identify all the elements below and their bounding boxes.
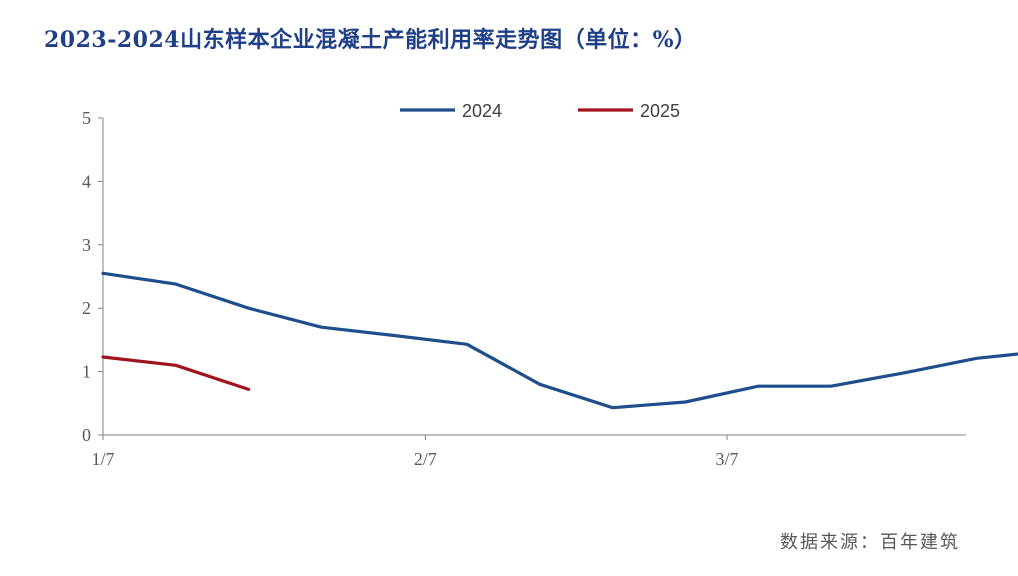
- y-tick-label: 4: [82, 171, 91, 191]
- chart-title: 2023-2024山东样本企业混凝土产能利用率走势图（单位：%）: [44, 27, 697, 53]
- y-tick-label: 0: [82, 425, 91, 445]
- x-tick-label: 1/7: [91, 449, 114, 469]
- y-tick-label: 1: [82, 362, 91, 382]
- y-tick-label: 5: [82, 108, 91, 128]
- y-tick-label: 2: [82, 298, 91, 318]
- x-tick-label: 2/7: [414, 449, 437, 469]
- y-tick-label: 3: [82, 235, 91, 255]
- series-line-2024: [101, 271, 1018, 410]
- data-source: 数据来源：百年建筑: [780, 532, 960, 553]
- axes: [98, 117, 966, 440]
- legend-label-2025: 2025: [640, 101, 680, 121]
- series-line-2025: [101, 355, 251, 391]
- legend: 2024 2025: [400, 101, 680, 121]
- legend-label-2024: 2024: [462, 101, 502, 121]
- x-tick-label: 3/7: [715, 449, 738, 469]
- series-lines: [101, 271, 1018, 410]
- tick-labels: 0123451/72/73/74/75/76/77/78/79/710/711/…: [82, 108, 739, 469]
